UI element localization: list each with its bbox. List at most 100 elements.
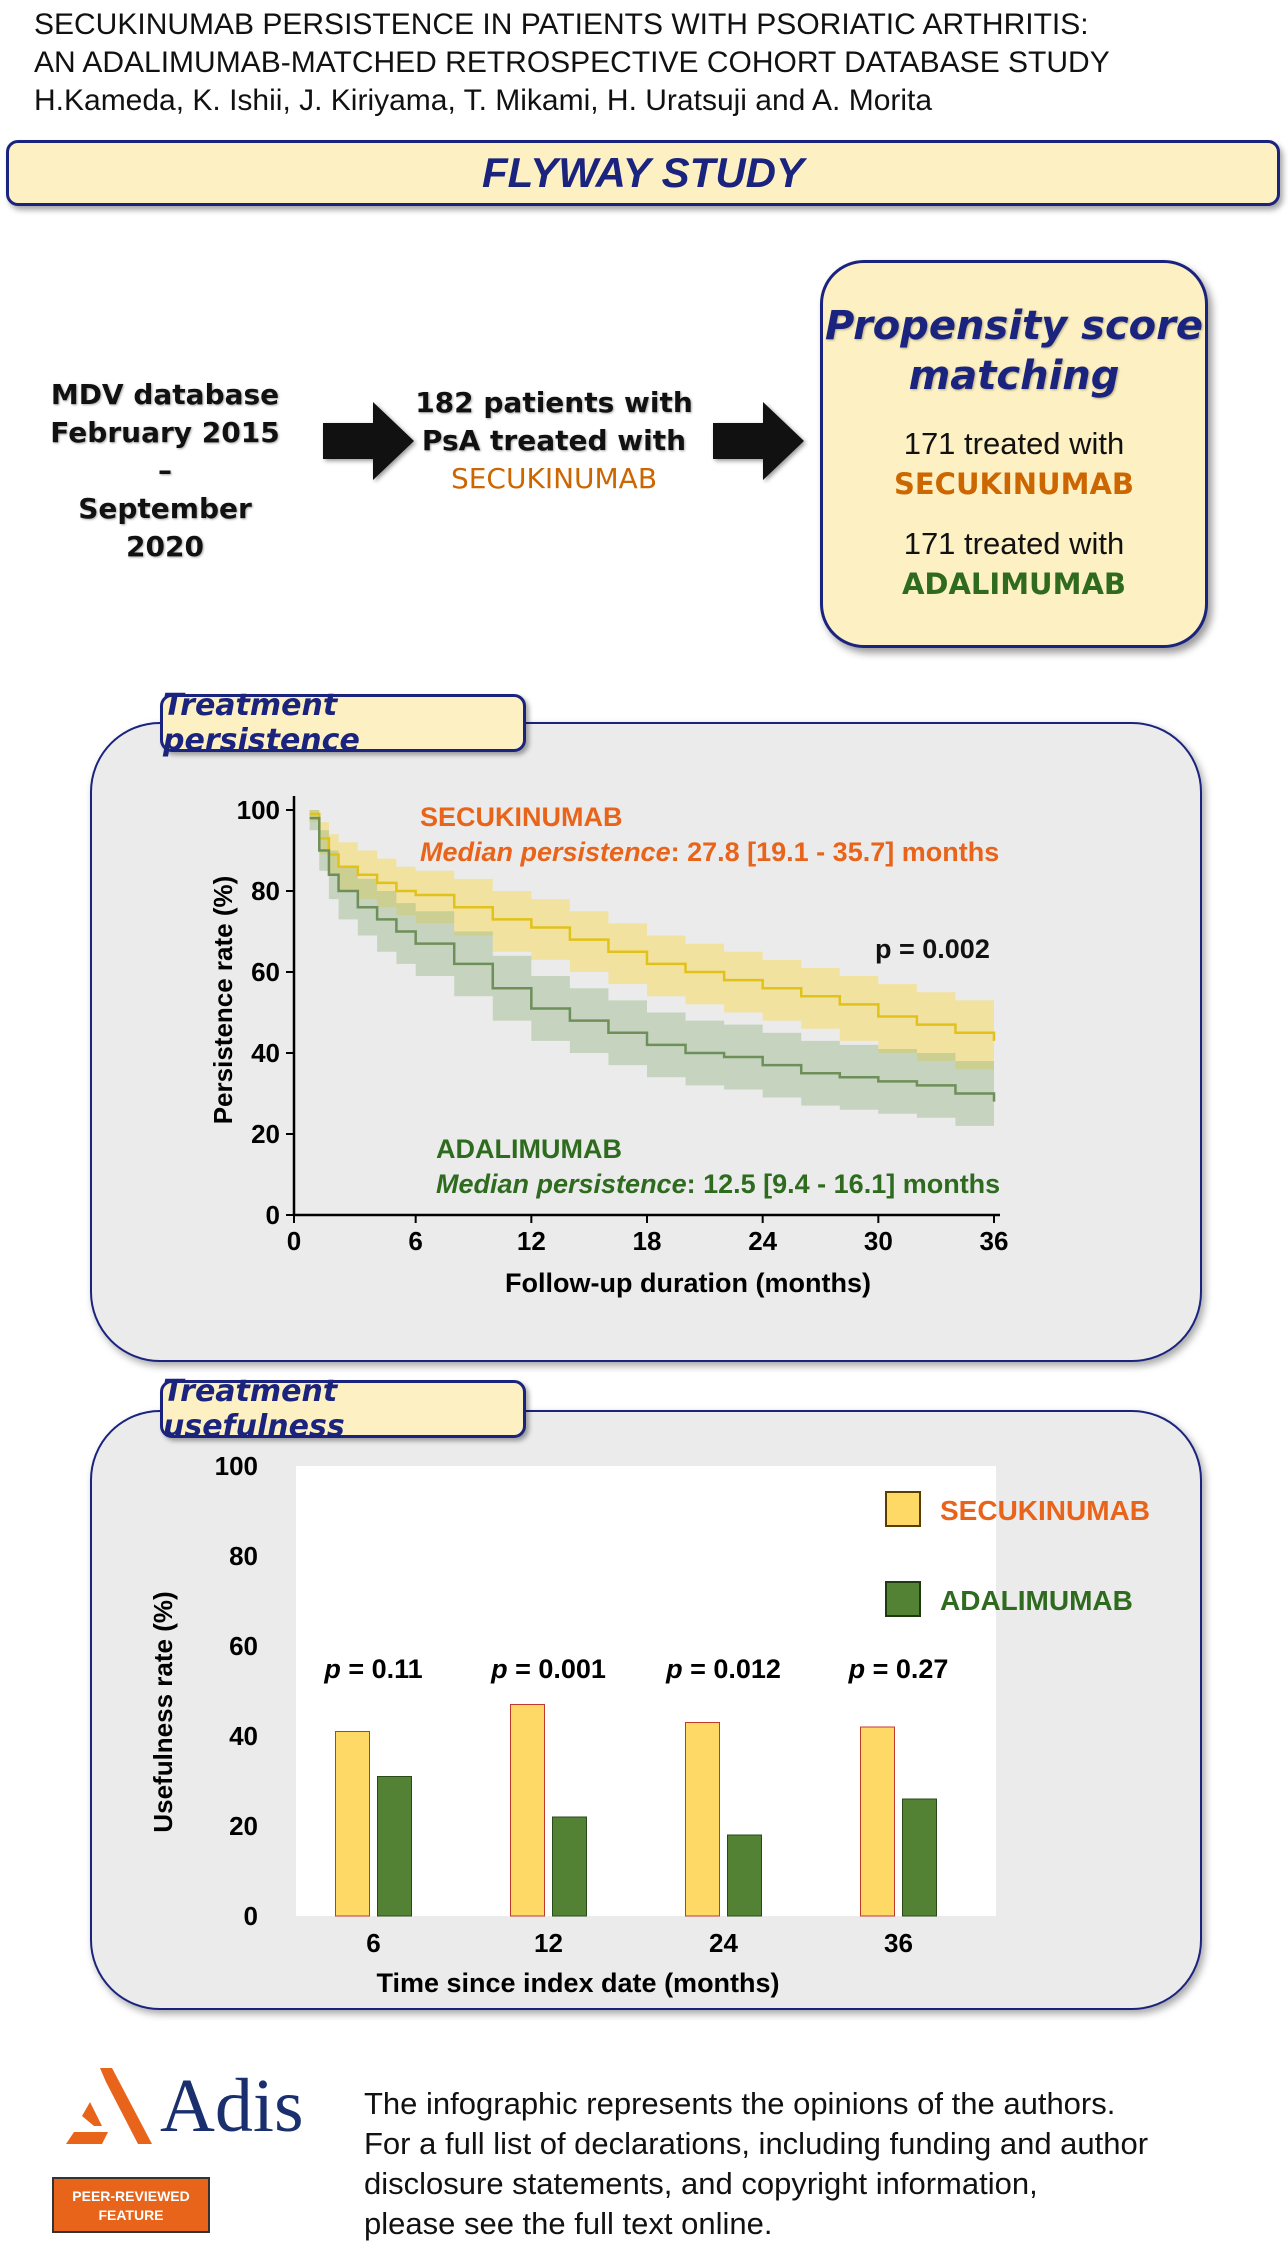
ada-km-line bbox=[309, 816, 996, 1102]
bar-y-tick-label: 80 bbox=[229, 1541, 258, 1571]
sec-bar-36 bbox=[860, 1726, 895, 1917]
km-x-tick-label: 0 bbox=[287, 1226, 301, 1256]
publisher-logo-text: Adis bbox=[160, 2064, 304, 2148]
km-y-tick-label: 100 bbox=[237, 795, 280, 825]
sec-median-value: : 27.8 [19.1 - 35.7] months bbox=[671, 837, 1000, 867]
footer-line-1: The infographic represents the opinions … bbox=[364, 2086, 1116, 2121]
patients-line-1: 182 patients with bbox=[415, 386, 693, 419]
ada-bar-12 bbox=[552, 1816, 587, 1917]
p-number: = 0.11 bbox=[341, 1654, 423, 1684]
bar-y-tick-label: 0 bbox=[244, 1901, 258, 1931]
adis-logo-icon bbox=[66, 2068, 152, 2144]
legend-sec-swatch bbox=[885, 1491, 921, 1527]
psm-ada-drug: ADALIMUMAB bbox=[901, 567, 1127, 601]
badge-line-2: FEATURE bbox=[98, 2207, 164, 2223]
bar-p-values: p = 0.11 p = 0.001 p = 0.012 p = 0.27 bbox=[323, 1654, 948, 1684]
p-symbol: p bbox=[848, 1654, 866, 1684]
database-box: MDV database February 2015 – September 2… bbox=[40, 376, 290, 566]
km-p-value: p = 0.002 bbox=[875, 934, 990, 964]
bar-y-label: Usefulness rate (%) bbox=[148, 1591, 178, 1832]
patients-line-2: PsA treated with bbox=[421, 424, 687, 457]
ada-median-value: : 12.5 [9.4 - 16.1] months bbox=[687, 1169, 1001, 1199]
km-x-label: Follow-up duration (months) bbox=[505, 1268, 871, 1298]
bar-x-tick-label: 12 bbox=[534, 1928, 563, 1958]
bar-x-tick-label: 36 bbox=[884, 1928, 913, 1958]
p-number: = 0.27 bbox=[865, 1654, 948, 1684]
paper-header: SECUKINUMAB PERSISTENCE IN PATIENTS WITH… bbox=[34, 6, 1110, 120]
km-x-ticks: 0 6 12 18 24 30 36 bbox=[287, 1215, 1009, 1256]
bar-p-value-12: p = 0.001 bbox=[490, 1654, 606, 1684]
footer-line-3: disclosure statements, and copyright inf… bbox=[364, 2166, 1038, 2201]
km-y-tick-label: 0 bbox=[266, 1200, 280, 1230]
sec-bar-24 bbox=[685, 1722, 720, 1917]
sec-median-label: Median persistence bbox=[420, 837, 671, 867]
p-number: = 0.001 bbox=[508, 1654, 606, 1684]
peer-reviewed-badge: PEER-REVIEWED FEATURE bbox=[52, 2177, 210, 2233]
persistence-chart: 0 20 40 60 80 100 0 6 12 18 24 30 36 Persistence ra… bbox=[208, 795, 1009, 1298]
psm-sec-drug: SECUKINUMAB bbox=[893, 467, 1134, 501]
sec-km-line bbox=[309, 812, 996, 1041]
bar-y-ticks: 0 20 40 60 80 100 bbox=[215, 1451, 258, 1931]
bar-p-value-6: p = 0.11 bbox=[323, 1654, 422, 1684]
km-x-tick-label: 30 bbox=[864, 1226, 893, 1256]
legend-ada-label: ADALIMUMAB bbox=[940, 1585, 1133, 1616]
p-symbol: p bbox=[665, 1654, 683, 1684]
p-number: = 0.012 bbox=[683, 1654, 781, 1684]
sec-bar-6 bbox=[335, 1731, 370, 1917]
p-symbol: p bbox=[323, 1654, 341, 1684]
km-x-tick-label: 18 bbox=[633, 1226, 662, 1256]
km-y-tick-label: 20 bbox=[251, 1119, 280, 1149]
arrow-right-icon bbox=[323, 402, 414, 480]
psm-title-line-1: Propensity score bbox=[824, 303, 1204, 349]
km-y-tick-label: 80 bbox=[251, 876, 280, 906]
arrow-right-icon bbox=[713, 402, 804, 480]
sec-ci-band-group bbox=[309, 810, 994, 1078]
km-y-label: Persistence rate (%) bbox=[208, 876, 238, 1125]
footer-line-4: please see the full text online. bbox=[364, 2206, 773, 2241]
database-line-3: September 2020 bbox=[78, 492, 252, 563]
km-y-ticks: 0 20 40 60 80 100 bbox=[237, 795, 294, 1230]
km-x-tick-label: 24 bbox=[748, 1226, 777, 1256]
sec-median-text: Median persistence: 27.8 [19.1 - 35.7] m… bbox=[420, 837, 999, 867]
bar-x-ticks: 6 12 24 36 bbox=[366, 1928, 913, 1958]
ada-median-label: Median persistence bbox=[436, 1169, 687, 1199]
patients-box: 182 patients with PsA treated with SECUK… bbox=[404, 384, 704, 498]
bar-y-tick-label: 20 bbox=[229, 1811, 258, 1841]
bar-y-tick-label: 100 bbox=[215, 1451, 258, 1481]
ada-median-text: Median persistence: 12.5 [9.4 - 16.1] mo… bbox=[436, 1169, 1000, 1199]
km-y-tick-label: 60 bbox=[251, 957, 280, 987]
bar-bars-group bbox=[335, 1704, 937, 1917]
persistence-panel-title: Treatment persistence bbox=[163, 688, 360, 758]
title-line-1: SECUKINUMAB PERSISTENCE IN PATIENTS WITH… bbox=[34, 8, 1089, 41]
ada-series-label: ADALIMUMAB bbox=[436, 1134, 622, 1164]
sec-ci-band bbox=[309, 810, 994, 1078]
ada-bar-6 bbox=[377, 1776, 412, 1917]
bar-p-value-36: p = 0.27 bbox=[848, 1654, 949, 1684]
study-name: FLYWAY STUDY bbox=[481, 149, 804, 196]
footer-line-2: For a full list of declarations, includi… bbox=[364, 2126, 1149, 2161]
legend-ada-swatch bbox=[885, 1581, 921, 1617]
bar-p-value-24: p = 0.012 bbox=[665, 1654, 781, 1684]
km-x-tick-label: 6 bbox=[408, 1226, 422, 1256]
ada-ci-band bbox=[309, 810, 994, 1134]
psm-sec-count: 171 treated with bbox=[903, 426, 1125, 461]
badge-line-1: PEER-REVIEWED bbox=[72, 2188, 190, 2204]
database-line-1: MDV database bbox=[50, 378, 280, 411]
authors: H.Kameda, K. Ishii, J. Kiriyama, T. Mika… bbox=[34, 84, 933, 117]
ada-ci-band-group bbox=[309, 810, 994, 1134]
ada-bar-24 bbox=[727, 1834, 762, 1917]
sec-series-label: SECUKINUMAB bbox=[420, 802, 623, 832]
bar-y-tick-label: 60 bbox=[229, 1631, 258, 1661]
km-x-tick-label: 36 bbox=[980, 1226, 1009, 1256]
psm-ada-count: 171 treated with bbox=[903, 526, 1125, 561]
legend-sec-label: SECUKINUMAB bbox=[940, 1495, 1150, 1526]
psm-title: Propensity score matching bbox=[823, 301, 1205, 401]
bar-y-tick-label: 40 bbox=[229, 1721, 258, 1751]
bar-x-label: Time since index date (months) bbox=[376, 1968, 779, 1998]
usefulness-panel-title-box: Treatment usefulness bbox=[160, 1374, 526, 1444]
bar-x-tick-label: 24 bbox=[709, 1928, 738, 1958]
patients-drug: SECUKINUMAB bbox=[450, 462, 658, 495]
propensity-matching-box: Propensity score matching 171 treated wi… bbox=[820, 260, 1208, 648]
database-line-2: February 2015 – bbox=[50, 416, 280, 487]
